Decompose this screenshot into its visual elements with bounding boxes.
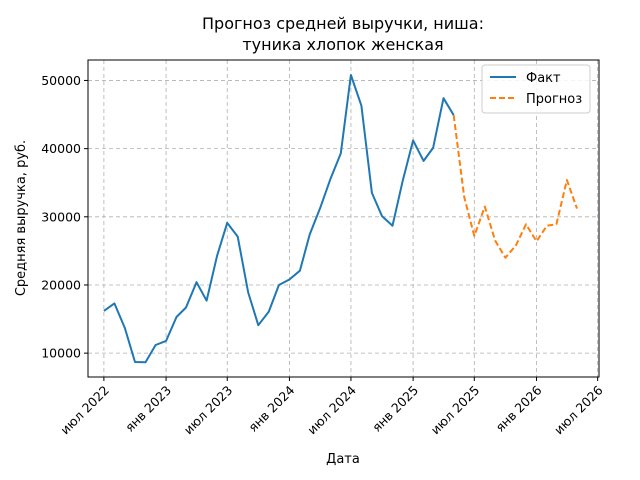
x-axis-label: Дата: [326, 452, 360, 467]
y-tick-label: 30000: [41, 209, 81, 224]
y-tick-label: 20000: [41, 277, 81, 292]
legend: Факт Прогноз: [481, 64, 591, 114]
chart-title-line-1: Прогноз средней выручки, ниша:: [202, 14, 484, 33]
legend-label-fact: Факт: [526, 71, 561, 86]
series-line-forecast: [452, 115, 578, 259]
legend-label-forecast: Прогноз: [526, 92, 582, 107]
y-tick-label: 10000: [41, 346, 81, 361]
series-line-fact: [103, 74, 455, 364]
y-axis-ticks: 10000 20000 30000 40000 50000: [41, 73, 88, 361]
series-lines: [103, 74, 578, 364]
y-tick-label: 40000: [41, 141, 81, 156]
y-tick-label: 50000: [41, 73, 81, 88]
chart-title-line-2: туника хлопок женская: [242, 35, 443, 54]
y-axis-label: Средняя выручка, руб.: [14, 140, 29, 296]
plot-frame: [87, 59, 600, 378]
